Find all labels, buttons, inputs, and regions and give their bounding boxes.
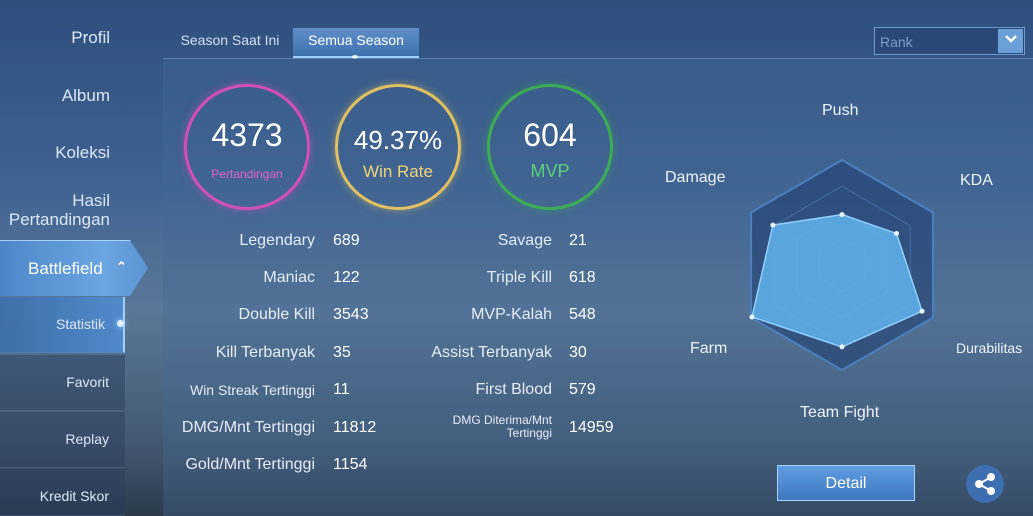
stat-label: Kill Terbanyak [215,344,315,361]
winrate-circle: 49.37% Win Rate [335,84,461,210]
active-indicator [117,320,124,327]
mvp-label: MVP [530,161,570,181]
stat-value: 21 [569,232,587,249]
radar-label-team-fight: Team Fight [800,404,880,421]
chevron-up-icon: ⌃ [116,259,127,274]
sidebar-item-battlefield[interactable]: Battlefield ⌃ [0,240,148,296]
stat-value: 30 [569,344,587,361]
sub-item-favorit[interactable]: Favorit [0,355,125,411]
sidebar: Profil Album Koleksi Hasil Pertandingan … [0,0,150,516]
stat-value: 618 [569,269,596,286]
dropdown-value: Rank [880,34,913,50]
chevron-down-icon[interactable] [998,29,1023,53]
sub-item-statistik[interactable]: Statistik [0,297,125,353]
radar-label-damage: Damage [665,169,726,186]
stat-label: DMG Diterima/Mnt Tertinggi [452,413,552,440]
radar-label-push: Push [822,102,859,119]
sub-item-label: Favorit [66,374,109,390]
sub-item-label: Statistik [55,316,105,332]
matches-value: 4373 [211,117,283,153]
stat-label: Savage [497,232,552,249]
stat-label: Assist Terbanyak [431,344,552,361]
sub-item-label: Replay [65,431,109,447]
stat-value: 1154 [333,456,368,473]
mvp-circle: 604 MVP [487,84,613,210]
stat-label: MVP-Kalah [471,306,552,323]
stat-label: Legendary [239,232,315,249]
tab-label: Semua Season [308,32,404,48]
stat-value: 122 [333,269,360,286]
winrate-value: 49.37% [353,125,443,155]
matches-label: Pertandingan [211,167,283,181]
stat-label: Double Kill [238,306,315,323]
tab-semua-season[interactable]: Semua Season [293,28,419,59]
stat-label: DMG/Mnt Tertinggi [181,419,315,436]
stat-value: 11812 [333,419,377,436]
stat-label: Triple Kill [486,269,552,286]
active-indicator [352,55,358,59]
sub-item-label: Kredit Skor [39,488,109,504]
tab-season-saat-ini[interactable]: Season Saat Ini [180,32,280,48]
stat-value: 14959 [569,419,614,436]
matches-circle: 4373 Pertandingan [184,84,310,210]
stat-label: Maniac [263,269,315,286]
sidebar-item-label: Battlefield [28,259,103,278]
stat-label: First Blood [475,381,552,398]
sub-item-kredit-skor[interactable]: Kredit Skor [0,469,125,516]
stat-label: Win Streak Tertinggi [189,382,315,398]
sidebar-item-koleksi[interactable]: Koleksi [55,143,110,162]
mode-dropdown[interactable]: Rank [874,27,1025,55]
share-icon [975,473,995,495]
winrate-label: Win Rate [363,162,433,181]
stat-value: 689 [333,232,360,249]
radar-label-farm: Farm [690,340,728,357]
sidebar-item-profil[interactable]: Profil [71,28,110,47]
share-button[interactable] [966,465,1004,503]
stat-value: 35 [333,344,351,361]
sidebar-item-hasil-pertandingan[interactable]: Hasil Pertandingan [8,191,110,229]
stat-value: 548 [569,306,596,323]
radar-label-durabilitas: Durabilitas [956,340,1023,356]
mvp-value: 604 [523,117,577,153]
stat-value: 11 [333,381,350,398]
sidebar-item-album[interactable]: Album [61,86,110,105]
detail-button[interactable]: Detail [777,465,915,501]
stat-value: 3543 [333,306,369,323]
radar-label-kda: KDA [960,172,993,189]
stat-label: Gold/Mnt Tertinggi [185,456,315,473]
stat-value: 579 [569,381,596,398]
sub-item-replay[interactable]: Replay [0,412,125,468]
